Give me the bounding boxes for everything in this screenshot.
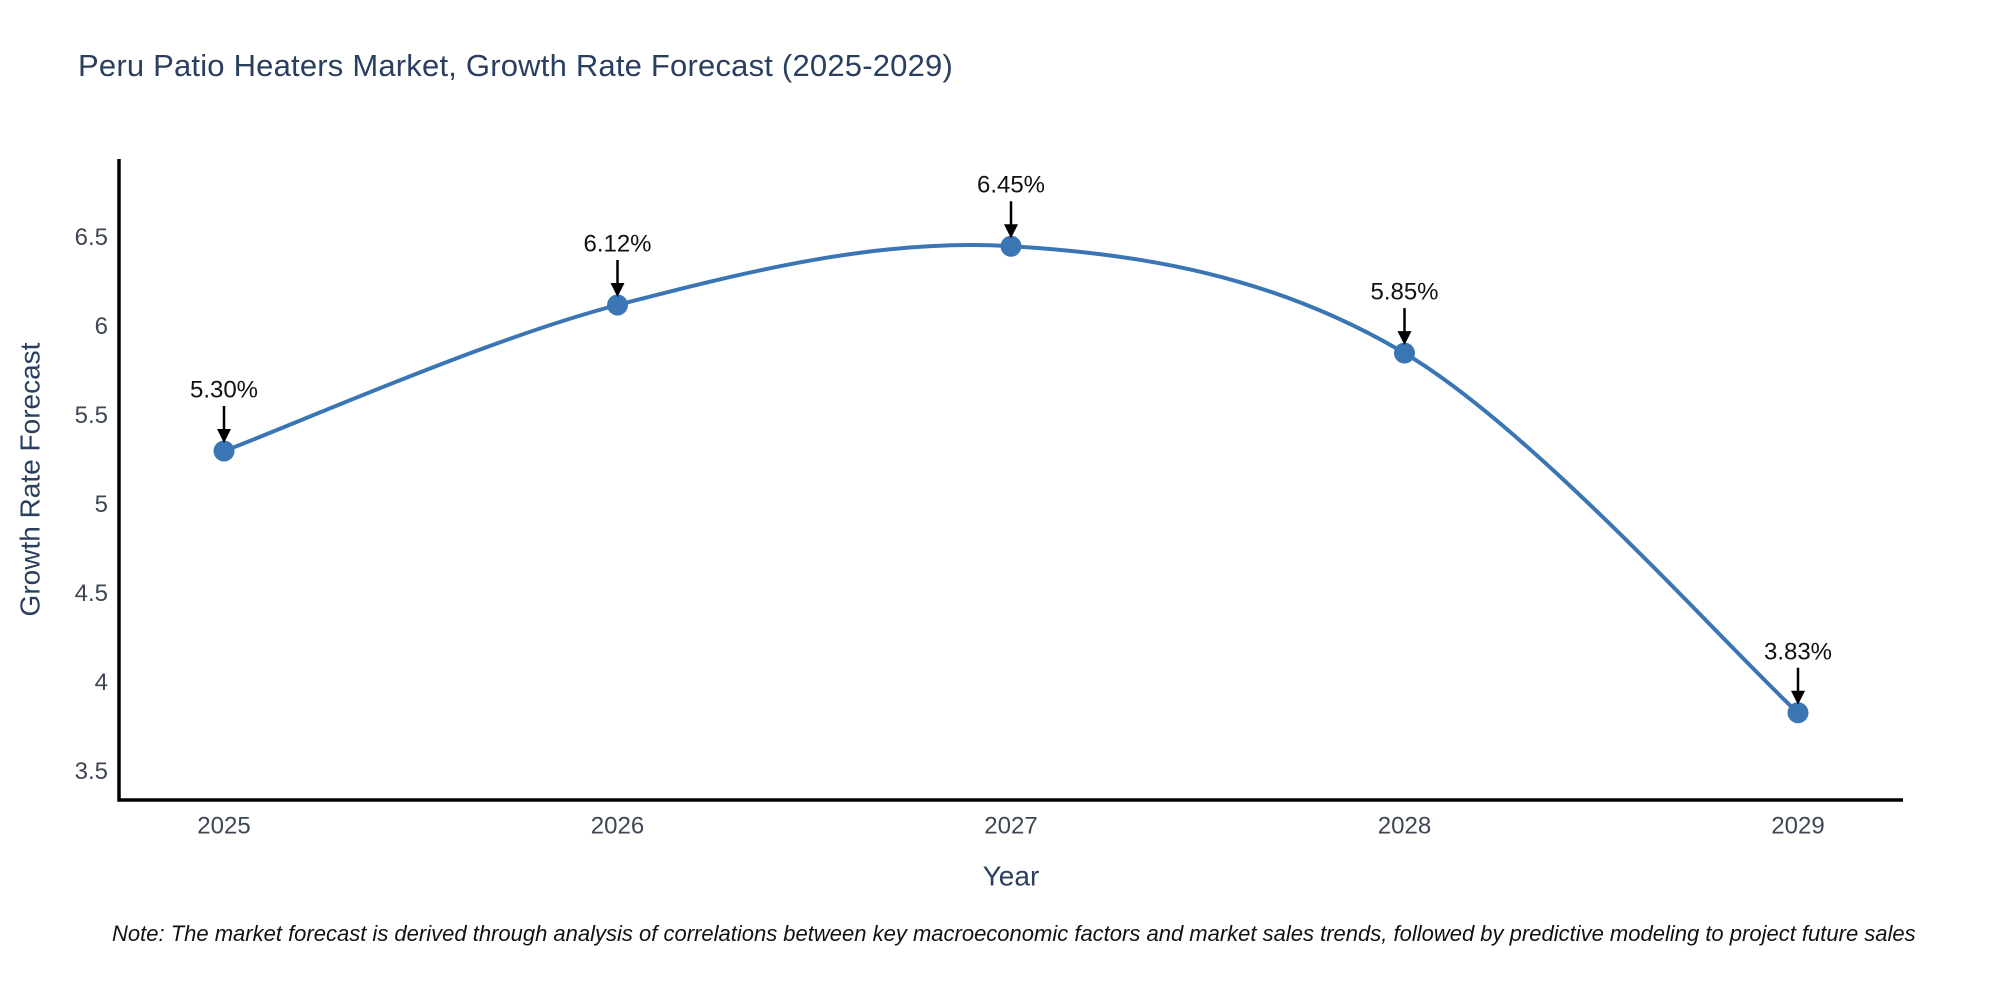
data-point: [1000, 235, 1022, 257]
data-point: [1787, 702, 1809, 724]
annotation-arrowhead: [1397, 331, 1412, 346]
data-point: [1394, 342, 1415, 364]
x-tick-label: 2027: [984, 813, 1037, 840]
x-tick-label: 2025: [197, 813, 250, 840]
annotation-arrowhead: [217, 429, 231, 444]
y-tick-label: 6: [95, 313, 108, 340]
axis-spines: [117, 159, 1903, 802]
data-point: [213, 440, 235, 462]
data-point: [607, 294, 628, 316]
y-tick-label: 4.5: [75, 580, 108, 607]
data-point-label: 6.12%: [583, 231, 651, 258]
y-tick-label: 5.5: [75, 402, 108, 429]
x-tick-label: 2029: [1771, 813, 1824, 840]
data-point-label: 6.45%: [977, 172, 1045, 199]
y-axis-title: Growth Rate Forecast: [15, 342, 46, 616]
data-point-label: 3.83%: [1764, 638, 1832, 665]
y-tick-label: 5: [95, 491, 108, 518]
x-tick-label: 2028: [1378, 813, 1431, 840]
chart-title: Peru Patio Heaters Market, Growth Rate F…: [78, 48, 954, 83]
x-tick-label: 2026: [591, 813, 644, 840]
chart-footnote: Note: The market forecast is derived thr…: [112, 921, 1916, 946]
y-tick-label: 3.5: [75, 758, 108, 785]
annotation-arrowhead: [610, 283, 625, 298]
x-axis-title: Year: [983, 861, 1040, 892]
y-tick-label: 6.5: [75, 224, 108, 251]
trend-line: [222, 242, 1800, 715]
annotation-arrowhead: [1791, 690, 1805, 705]
annotation-arrowhead: [1004, 224, 1018, 239]
y-tick-label: 4: [95, 669, 108, 696]
data-point-label: 5.85%: [1370, 279, 1438, 306]
data-point-label: 5.30%: [190, 377, 258, 404]
